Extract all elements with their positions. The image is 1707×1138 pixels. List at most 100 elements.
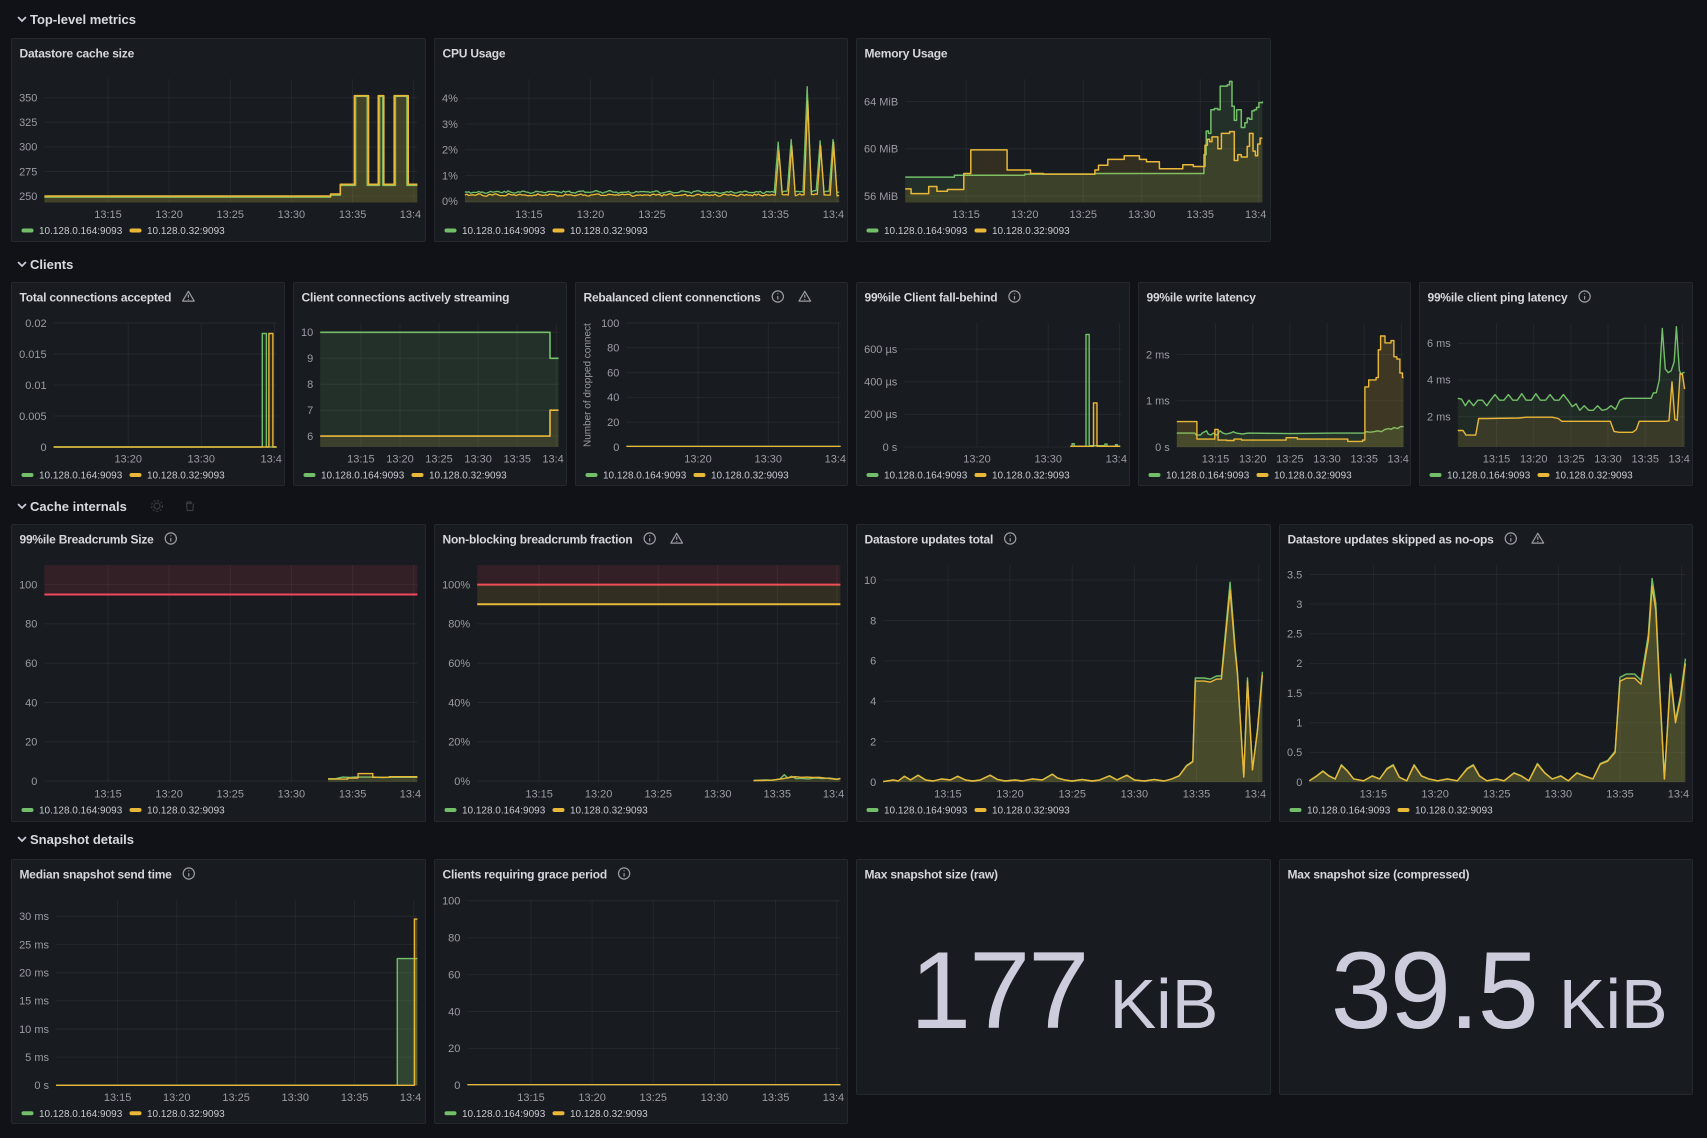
svg-text:13:25: 13:25 — [1483, 788, 1511, 800]
svg-text:13:4: 13:4 — [1245, 788, 1266, 800]
svg-text:0.02: 0.02 — [26, 317, 47, 329]
svg-text:20: 20 — [26, 736, 38, 748]
svg-text:Client connections actively st: Client connections actively streaming — [301, 290, 509, 304]
svg-text:13:25: 13:25 — [644, 788, 672, 800]
svg-text:13:30: 13:30 — [1128, 209, 1156, 221]
svg-text:13:15: 13:15 — [525, 788, 553, 800]
svg-text:13:4: 13:4 — [1245, 209, 1266, 221]
svg-text:0: 0 — [1296, 777, 1302, 789]
svg-text:56 MiB: 56 MiB — [864, 191, 898, 203]
svg-text:10.128.0.164:9093: 10.128.0.164:9093 — [884, 470, 968, 481]
svg-text:13:35: 13:35 — [341, 1091, 369, 1103]
svg-text:13:35: 13:35 — [762, 1091, 789, 1103]
svg-text:13:4: 13:4 — [1106, 453, 1127, 465]
svg-text:40: 40 — [448, 1006, 460, 1018]
svg-text:275: 275 — [19, 166, 37, 178]
svg-text:13:25: 13:25 — [638, 209, 666, 221]
svg-text:13:35: 13:35 — [1350, 453, 1378, 465]
svg-text:0 s: 0 s — [1155, 441, 1170, 453]
svg-text:13:30: 13:30 — [188, 453, 216, 465]
svg-text:8: 8 — [870, 615, 876, 627]
svg-text:1.5: 1.5 — [1287, 688, 1302, 700]
svg-text:2%: 2% — [442, 145, 458, 157]
svg-text:0.005: 0.005 — [19, 410, 47, 422]
svg-text:20 ms: 20 ms — [19, 967, 49, 979]
svg-text:13:20: 13:20 — [585, 788, 613, 800]
svg-text:13:4: 13:4 — [823, 788, 844, 800]
svg-text:13:20: 13:20 — [156, 788, 184, 800]
svg-text:13:4: 13:4 — [400, 209, 421, 221]
svg-text:0 s: 0 s — [883, 441, 898, 453]
svg-text:13:25: 13:25 — [1558, 453, 1586, 465]
svg-text:10 ms: 10 ms — [19, 1023, 49, 1035]
svg-text:13:35: 13:35 — [1606, 788, 1634, 800]
svg-text:250: 250 — [19, 191, 37, 203]
svg-text:10.128.0.32:9093: 10.128.0.32:9093 — [147, 470, 225, 481]
svg-text:10.128.0.164:9093: 10.128.0.164:9093 — [603, 470, 687, 481]
svg-text:10.128.0.32:9093: 10.128.0.32:9093 — [1415, 805, 1493, 816]
svg-text:13:25: 13:25 — [425, 453, 453, 465]
svg-text:Non-blocking breadcrumb fracti: Non-blocking breadcrumb fraction — [442, 533, 632, 547]
svg-text:13:25: 13:25 — [1276, 453, 1304, 465]
svg-text:200 µs: 200 µs — [864, 409, 898, 421]
svg-text:1: 1 — [1296, 717, 1302, 729]
svg-text:13:15: 13:15 — [347, 453, 375, 465]
svg-text:40%: 40% — [448, 697, 470, 709]
svg-text:Median snapshot send time: Median snapshot send time — [20, 867, 173, 881]
svg-text:10.128.0.164:9093: 10.128.0.164:9093 — [1166, 470, 1250, 481]
svg-text:99%ile Breadcrumb Size: 99%ile Breadcrumb Size — [20, 533, 155, 547]
svg-text:20: 20 — [448, 1043, 460, 1055]
svg-text:60: 60 — [607, 367, 619, 379]
svg-text:13:30: 13:30 — [278, 788, 306, 800]
svg-text:20%: 20% — [448, 736, 470, 748]
svg-text:Datastore updates skipped as n: Datastore updates skipped as no-ops — [1287, 533, 1494, 547]
svg-text:2 ms: 2 ms — [1146, 349, 1170, 361]
svg-text:3%: 3% — [442, 119, 458, 131]
svg-text:99%ile write latency: 99%ile write latency — [1146, 290, 1256, 304]
svg-text:10.128.0.32:9093: 10.128.0.32:9093 — [570, 1108, 648, 1119]
svg-text:60: 60 — [448, 969, 460, 981]
svg-text:177 KiB: 177 KiB — [910, 928, 1218, 1051]
svg-text:10.128.0.164:9093: 10.128.0.164:9093 — [321, 470, 405, 481]
svg-text:Clients requiring grace period: Clients requiring grace period — [442, 867, 606, 881]
svg-text:4 ms: 4 ms — [1427, 374, 1451, 386]
svg-text:13:35: 13:35 — [339, 788, 366, 800]
svg-text:13:30: 13:30 — [1595, 453, 1623, 465]
svg-text:0: 0 — [870, 777, 876, 789]
svg-text:13:4: 13:4 — [1669, 453, 1690, 465]
svg-text:10: 10 — [864, 575, 876, 587]
svg-text:4: 4 — [870, 696, 876, 708]
svg-text:13:4: 13:4 — [1387, 453, 1408, 465]
svg-text:80%: 80% — [448, 619, 470, 631]
svg-text:10.128.0.164:9093: 10.128.0.164:9093 — [39, 470, 123, 481]
svg-text:10.128.0.32:9093: 10.128.0.32:9093 — [992, 226, 1070, 237]
svg-text:13:20: 13:20 — [1239, 453, 1267, 465]
svg-text:100: 100 — [442, 895, 460, 907]
svg-text:13:15: 13:15 — [953, 209, 981, 221]
svg-text:1 ms: 1 ms — [1146, 395, 1170, 407]
svg-text:10.128.0.164:9093: 10.128.0.164:9093 — [1447, 470, 1531, 481]
svg-text:300: 300 — [19, 142, 37, 154]
svg-text:13:4: 13:4 — [542, 453, 563, 465]
svg-text:13:4: 13:4 — [400, 788, 421, 800]
svg-text:3: 3 — [1296, 599, 1302, 611]
svg-text:60: 60 — [26, 658, 38, 670]
svg-text:100: 100 — [19, 579, 37, 591]
svg-text:13:15: 13:15 — [1359, 788, 1387, 800]
svg-text:0.01: 0.01 — [26, 379, 47, 391]
svg-text:13:30: 13:30 — [1544, 788, 1572, 800]
svg-text:13:15: 13:15 — [1202, 453, 1230, 465]
svg-text:13:35: 13:35 — [503, 453, 531, 465]
svg-text:13:4: 13:4 — [400, 1091, 421, 1103]
svg-text:Memory Usage: Memory Usage — [865, 47, 948, 61]
svg-text:10.128.0.164:9093: 10.128.0.164:9093 — [884, 805, 968, 816]
svg-text:40: 40 — [26, 697, 38, 709]
svg-text:13:20: 13:20 — [578, 1091, 606, 1103]
svg-text:13:25: 13:25 — [223, 1091, 251, 1103]
svg-text:10.128.0.164:9093: 10.128.0.164:9093 — [1307, 805, 1391, 816]
svg-text:13:35: 13:35 — [1632, 453, 1660, 465]
svg-text:10.128.0.32:9093: 10.128.0.32:9093 — [147, 226, 225, 237]
svg-text:15 ms: 15 ms — [19, 995, 49, 1007]
svg-text:10.128.0.32:9093: 10.128.0.32:9093 — [429, 470, 507, 481]
svg-text:13:4: 13:4 — [823, 1091, 844, 1103]
